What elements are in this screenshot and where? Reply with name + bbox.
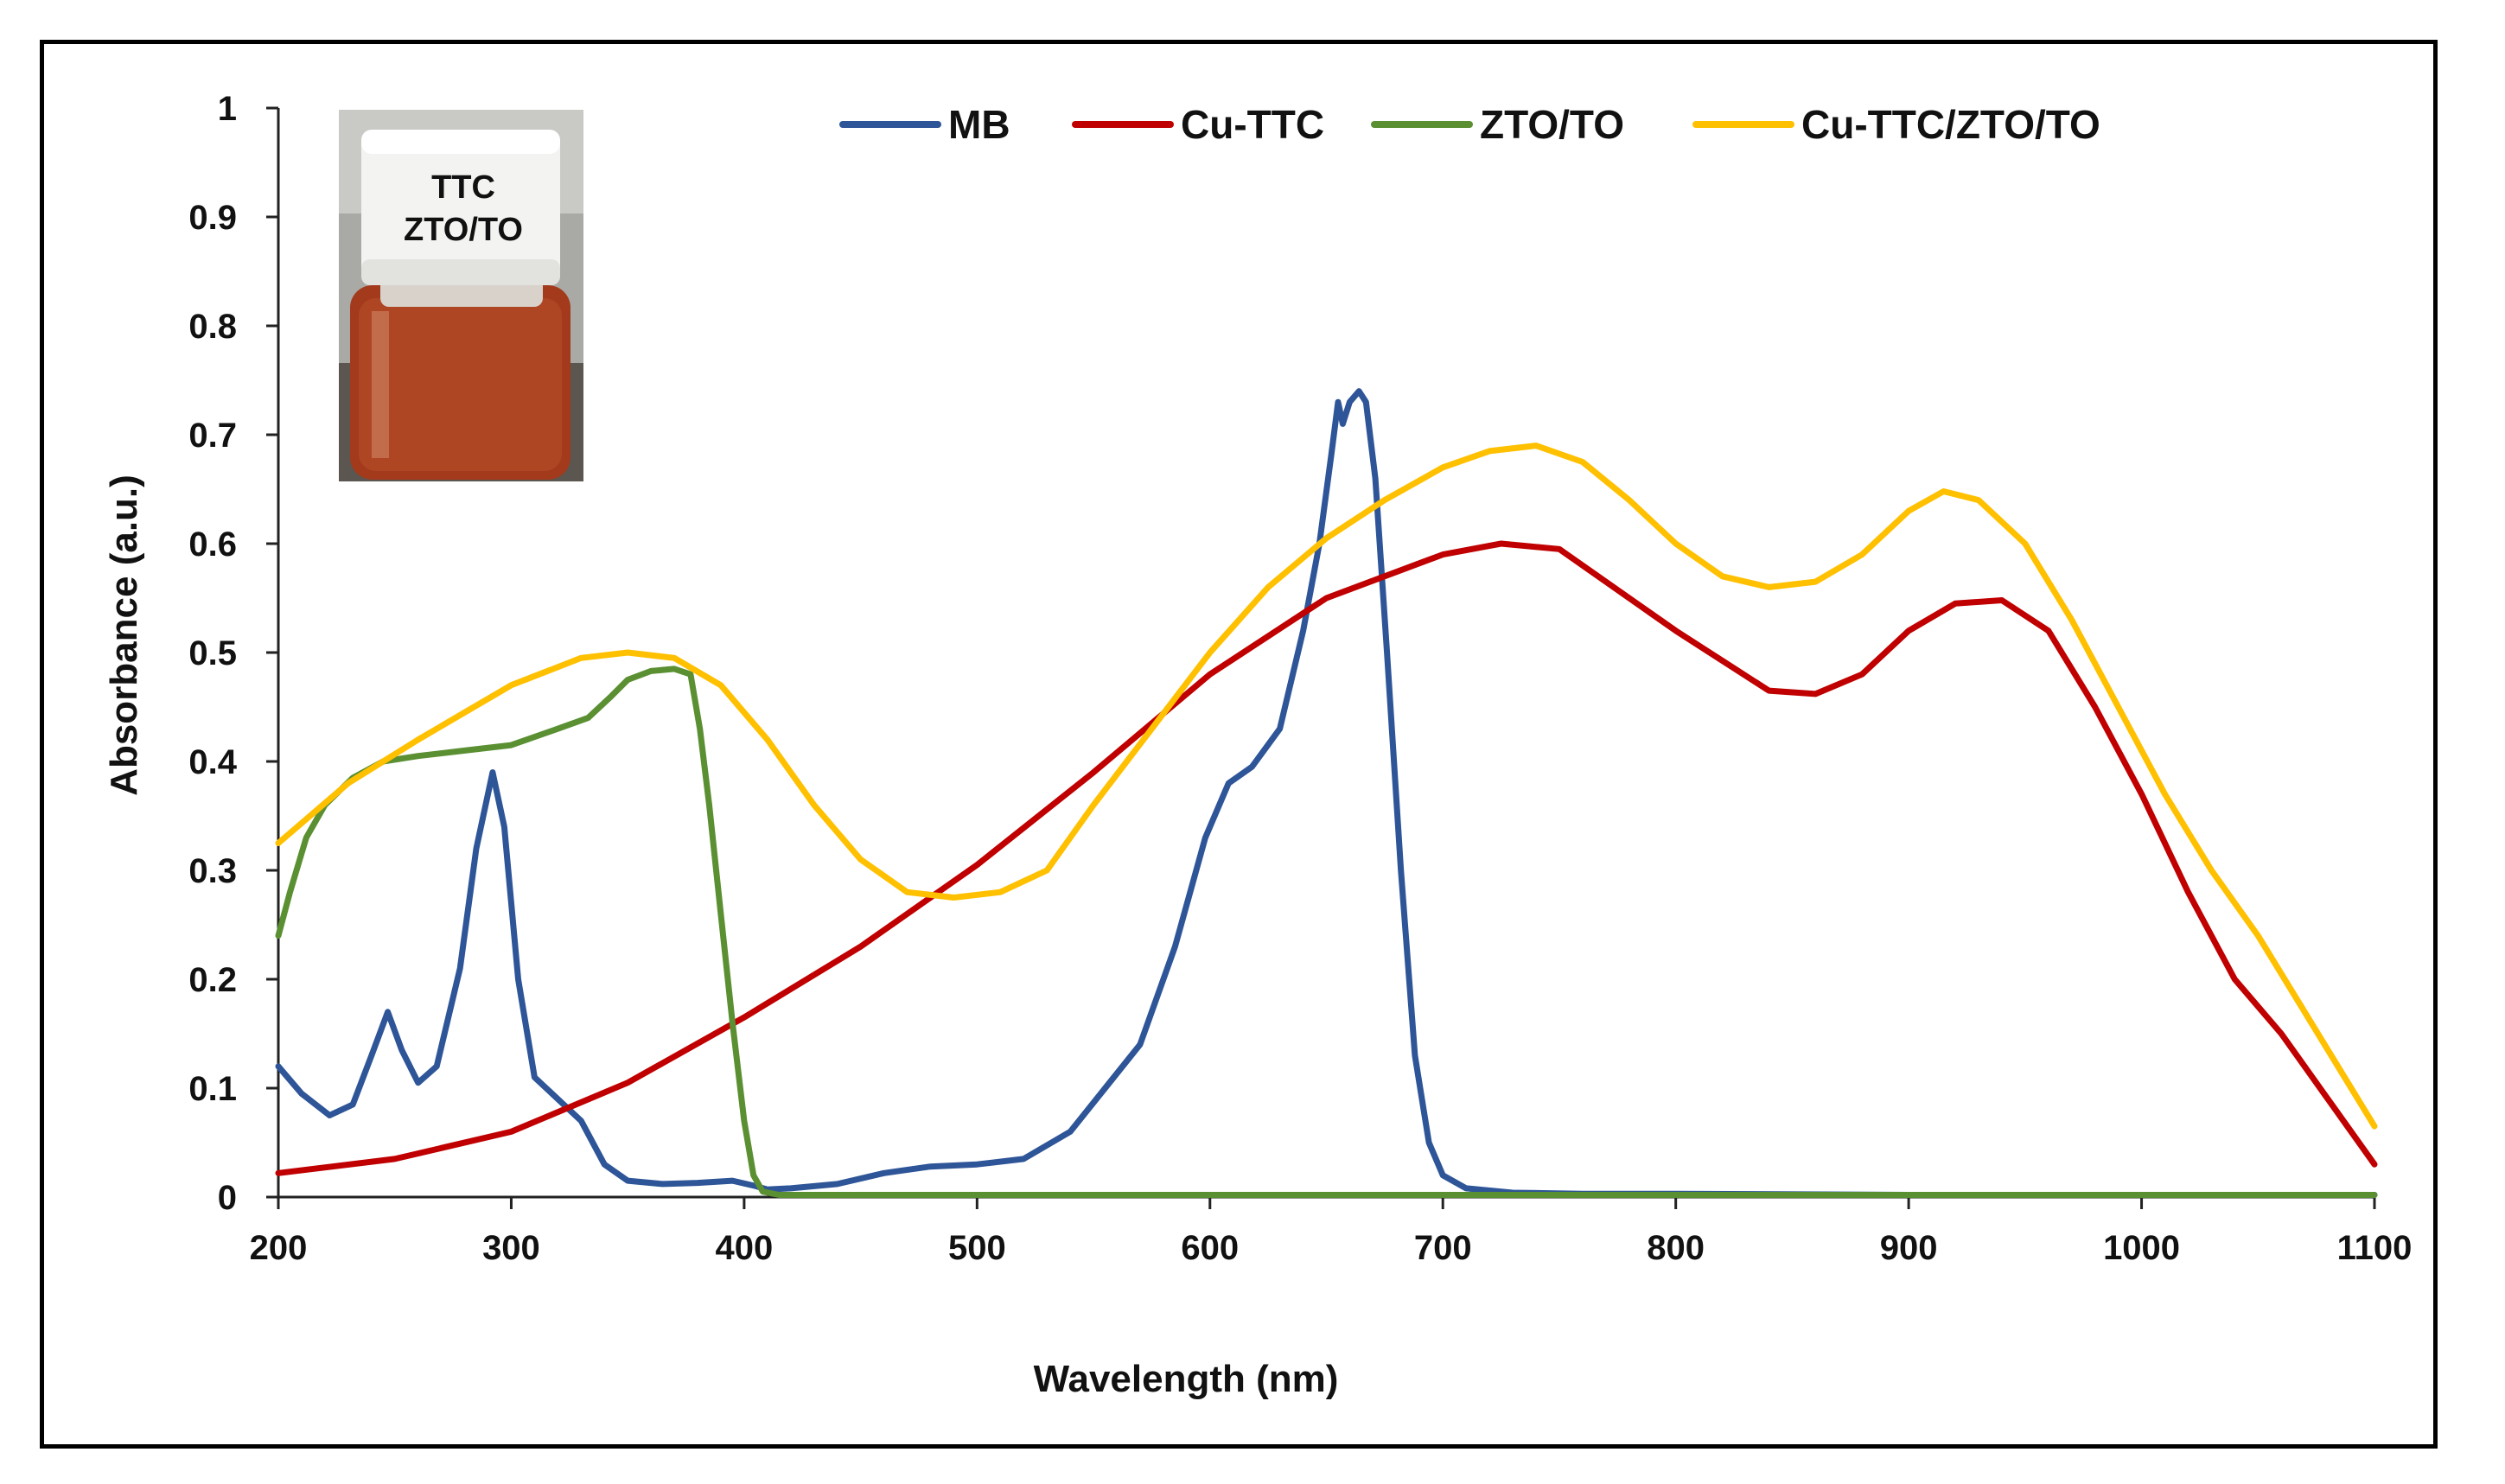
x-tick-label: 1000 — [2103, 1229, 2180, 1267]
bottle-label-line2: ZTO/TO — [404, 212, 523, 248]
series-line-zto-to — [275, 666, 2378, 1198]
x-tick-label: 300 — [482, 1229, 540, 1267]
x-axis-title: Wavelength (nm) — [1034, 1358, 1339, 1400]
x-tick-label: 900 — [1880, 1229, 1938, 1267]
y-tick-label: 0.4 — [188, 743, 237, 781]
y-tick-label: 0.8 — [188, 308, 237, 346]
x-tick-label: 700 — [1414, 1229, 1472, 1267]
y-tick-label: 0.5 — [188, 634, 237, 672]
x-tick-label: 600 — [1181, 1229, 1239, 1267]
series-line-mb — [275, 388, 2378, 1198]
legend-label-cu-ttc-zto-to: Cu-TTC/ZTO/TO — [1801, 102, 2100, 147]
x-tick-label: 400 — [716, 1229, 774, 1267]
legend-label-cu-ttc: Cu-TTC — [1181, 102, 1324, 147]
x-tick-label: 1100 — [2337, 1229, 2413, 1267]
series-line-cu-ttc-zto-to — [275, 443, 2378, 1130]
x-tick-label: 200 — [250, 1229, 308, 1267]
y-tick-label: 1 — [218, 90, 237, 128]
y-tick-label: 0 — [218, 1179, 237, 1217]
series-line-cu-ttc — [275, 540, 2378, 1176]
y-tick-label: 0.3 — [188, 852, 237, 890]
legend-label-zto-to: ZTO/TO — [1480, 102, 1624, 147]
x-tick-label: 800 — [1647, 1229, 1705, 1267]
y-tick-label: 0.9 — [188, 199, 237, 237]
y-tick-label: 0.2 — [188, 961, 237, 999]
sample-bottle-photo: TTC ZTO/TO — [339, 110, 583, 481]
y-axis-title: Absorbance (a.u.) — [103, 474, 145, 796]
x-tick-label: 500 — [948, 1229, 1006, 1267]
legend-label-mb: MB — [948, 102, 1010, 147]
legend: MB Cu-TTC ZTO/TO Cu-TTC/ZTO/TO — [839, 102, 2100, 147]
series-group — [275, 388, 2378, 1198]
bottle-label-line1: TTC — [431, 169, 495, 206]
y-tick-label: 0.7 — [188, 417, 237, 455]
y-tick-label: 0.6 — [188, 525, 237, 564]
y-tick-label: 0.1 — [188, 1070, 237, 1108]
